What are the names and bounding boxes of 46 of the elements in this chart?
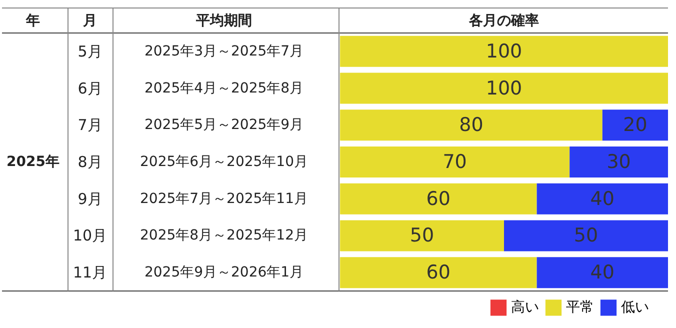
text: 2025年5月～2025年9月: [144, 117, 304, 134]
data-label: 60: [426, 262, 450, 284]
y-tick-label: 5月: [78, 42, 102, 60]
data-label: 100: [486, 40, 522, 62]
text: 2025年6月～2025年10月: [140, 154, 308, 170]
y-tick-label: 9月: [78, 190, 102, 208]
bar: [340, 36, 668, 67]
text: 2025年3月～2025年7月: [144, 43, 304, 60]
data-label: 70: [442, 151, 467, 173]
text: 2025年7月～2025年11月: [140, 190, 308, 207]
bar: [340, 72, 668, 104]
data-label: 20: [623, 114, 648, 136]
legend-label: 低い: [621, 300, 649, 316]
bar: [340, 220, 504, 252]
y-tick-label: 6月: [78, 79, 102, 98]
text: 年: [25, 13, 40, 29]
data-label: 50: [574, 224, 598, 247]
chart-title: 各月の確率: [468, 12, 539, 29]
bar: [340, 257, 537, 288]
y-tick-label: 7月: [78, 116, 102, 134]
y-tick-label: 11月: [72, 264, 108, 282]
data-label: 40: [590, 188, 614, 210]
data-label: 30: [606, 151, 631, 173]
text: 2025年8月～2025年12月: [140, 228, 308, 244]
text: 2025年9月～2026年1月: [144, 264, 304, 281]
y-tick-label: 8月: [78, 153, 102, 171]
y-tick-label: 10月: [72, 226, 108, 245]
bar: [340, 183, 537, 214]
data-label: 60: [426, 188, 450, 210]
legend-label: 平常: [566, 300, 594, 316]
data-label: 40: [590, 262, 614, 284]
data-label: 50: [410, 224, 434, 247]
bar: [340, 146, 570, 178]
bar: [536, 183, 668, 214]
bar: [602, 110, 668, 141]
data-label: 80: [459, 114, 484, 136]
text: 平均期間: [195, 13, 252, 29]
bar: [340, 110, 602, 141]
text: 月: [82, 13, 97, 29]
bar: [570, 146, 668, 178]
legend-label: 高い: [511, 300, 539, 316]
bar: [504, 220, 668, 252]
text: 2025年: [6, 154, 60, 170]
bar: [536, 257, 668, 288]
data-label: 100: [486, 77, 522, 100]
text: 2025年4月～2025年8月: [144, 80, 304, 96]
